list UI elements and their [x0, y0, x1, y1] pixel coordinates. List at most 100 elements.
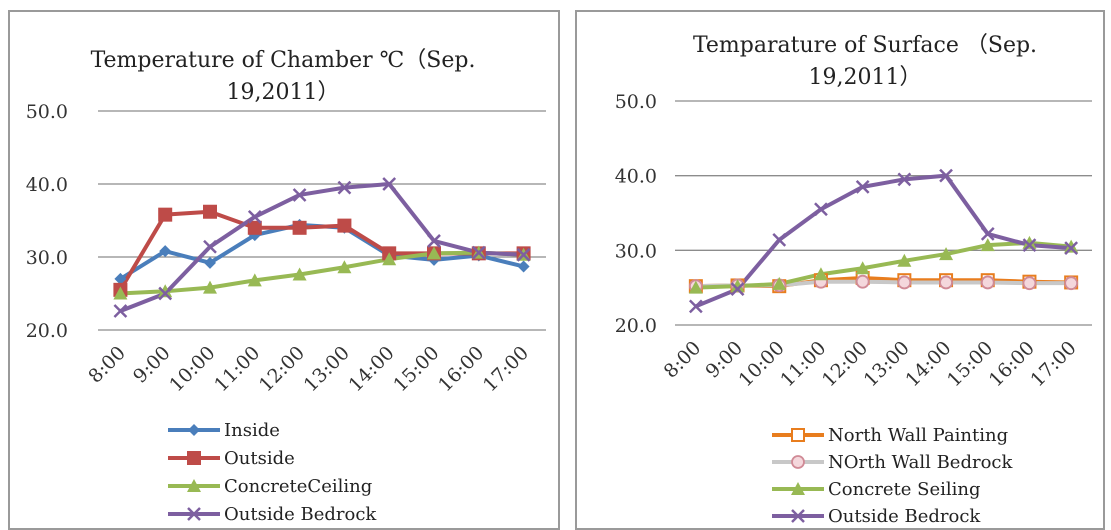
data-point	[158, 207, 173, 222]
x-tick-label: 17:00	[1026, 337, 1080, 391]
legend-item-outside-bedrock: Outside Bedrock	[772, 506, 981, 527]
data-point	[113, 304, 128, 318]
chamber-temperature-chart: Temperature of Chamber ℃（Sep. 19,2011） 20.…	[8, 10, 560, 530]
legend-item-concrete-seiling: Concrete Seiling	[772, 479, 981, 500]
data-point	[688, 280, 703, 294]
data-point	[247, 209, 262, 224]
x-tick-label: 13:00	[860, 337, 914, 391]
x-tick-label: 13:00	[300, 342, 354, 396]
legend-item-north-wall-painting: North Wall Painting	[772, 425, 1008, 446]
x-tick-label: 8:00	[84, 342, 130, 388]
data-point	[980, 227, 995, 241]
data-point	[897, 275, 912, 290]
data-point	[516, 247, 531, 262]
data-point	[204, 256, 216, 269]
y-tick-label: 50.0	[615, 91, 657, 113]
surface-temperature-svg: Temparature of Surface （Sep. 19,2011） 20.0…	[615, 33, 1092, 527]
data-point	[382, 177, 397, 191]
series-markers-north-wall-bedrock	[688, 274, 1079, 294]
data-point	[855, 179, 870, 194]
legend-swatch-marker	[187, 479, 201, 492]
legend-item-outside: Outside	[168, 448, 295, 469]
data-point	[337, 180, 352, 195]
data-point	[814, 202, 828, 217]
chart-title-line-1: Temparature of Surface （Sep.	[693, 33, 1037, 58]
legend-label: Outside Bedrock	[828, 506, 981, 527]
data-point	[939, 275, 953, 290]
legend-swatch-marker	[791, 455, 805, 469]
chart-title-line-2: 19,2011）	[227, 80, 340, 105]
x-tick-label: 11:00	[210, 342, 264, 396]
legend-item-inside: Inside	[168, 420, 280, 441]
data-point	[730, 282, 745, 297]
y-tick-label: 50.0	[26, 101, 68, 123]
y-tick-label: 20.0	[615, 315, 657, 337]
data-point	[427, 246, 441, 260]
data-point	[980, 238, 995, 252]
data-point	[730, 279, 745, 293]
data-point	[688, 299, 703, 314]
y-tick-label: 40.0	[26, 174, 68, 196]
data-point	[772, 276, 787, 290]
legend-label: Inside	[224, 420, 280, 441]
x-tick-label: 15:00	[943, 337, 997, 391]
surface-temperature-chart: Temparature of Surface （Sep. 19,2011） 20.0…	[575, 10, 1105, 530]
data-point	[517, 260, 530, 273]
legend-label: NOrth Wall Bedrock	[828, 452, 1013, 473]
data-point	[897, 253, 912, 267]
legend-swatch-marker	[187, 451, 201, 465]
data-point	[113, 286, 128, 300]
data-point	[337, 260, 352, 274]
legend-swatch-marker	[187, 507, 201, 521]
data-point	[939, 247, 954, 261]
chart-title-line-2: 19,2011）	[809, 65, 922, 90]
data-point	[772, 232, 787, 247]
legend-label: Outside	[224, 448, 295, 469]
data-point	[939, 168, 953, 183]
data-point	[471, 245, 486, 260]
x-tick-label: 16:00	[434, 342, 488, 396]
series-line-concreteceiling	[120, 250, 524, 296]
data-point	[897, 172, 912, 187]
data-point	[247, 273, 262, 287]
y-tick-label: 30.0	[615, 240, 657, 262]
legend-item-concreteceiling: ConcreteCeiling	[168, 476, 372, 497]
data-point	[292, 188, 307, 202]
data-point	[247, 220, 262, 235]
legend-label: Outside Bedrock	[224, 504, 377, 525]
x-tick-label: 12:00	[818, 337, 872, 391]
series-markers-concrete-seiling	[688, 235, 1079, 294]
data-point	[427, 234, 441, 248]
data-point	[158, 284, 173, 298]
data-point	[1064, 276, 1079, 291]
data-point	[382, 252, 397, 266]
data-point	[1064, 239, 1079, 253]
data-point	[855, 274, 870, 289]
x-tick-label: 10:00	[735, 337, 789, 391]
x-tick-label: 10:00	[165, 342, 219, 396]
data-point	[158, 286, 173, 301]
series-line-outside-bedrock	[695, 173, 1072, 309]
legend-item-outside-bedrock: Outside Bedrock	[168, 504, 377, 525]
data-point	[855, 261, 870, 275]
x-tick-label: 17:00	[479, 342, 533, 396]
x-tick-label: 16:00	[985, 337, 1039, 391]
legend-label: ConcreteCeiling	[224, 476, 372, 497]
data-point	[203, 204, 217, 219]
data-point	[337, 218, 352, 233]
data-point	[203, 239, 217, 254]
data-point	[292, 220, 307, 235]
x-tick-label: 8:00	[660, 337, 706, 383]
legend-item-north-wall-bedrock: NOrth Wall Bedrock	[772, 452, 1013, 473]
series-markers-outside-bedrock	[113, 177, 531, 318]
data-point	[1022, 235, 1037, 249]
x-tick-label: 15:00	[389, 342, 443, 396]
chart-title-line-1: Temperature of Chamber ℃（Sep.	[91, 48, 476, 73]
x-tick-label: 14:00	[901, 337, 955, 391]
series-line-concrete-seiling	[695, 240, 1072, 290]
legend-swatch-marker	[188, 424, 200, 436]
data-point	[292, 267, 307, 281]
data-point	[203, 280, 217, 294]
legend-swatch-marker	[791, 428, 805, 442]
legend-label: Concrete Seiling	[828, 479, 981, 500]
